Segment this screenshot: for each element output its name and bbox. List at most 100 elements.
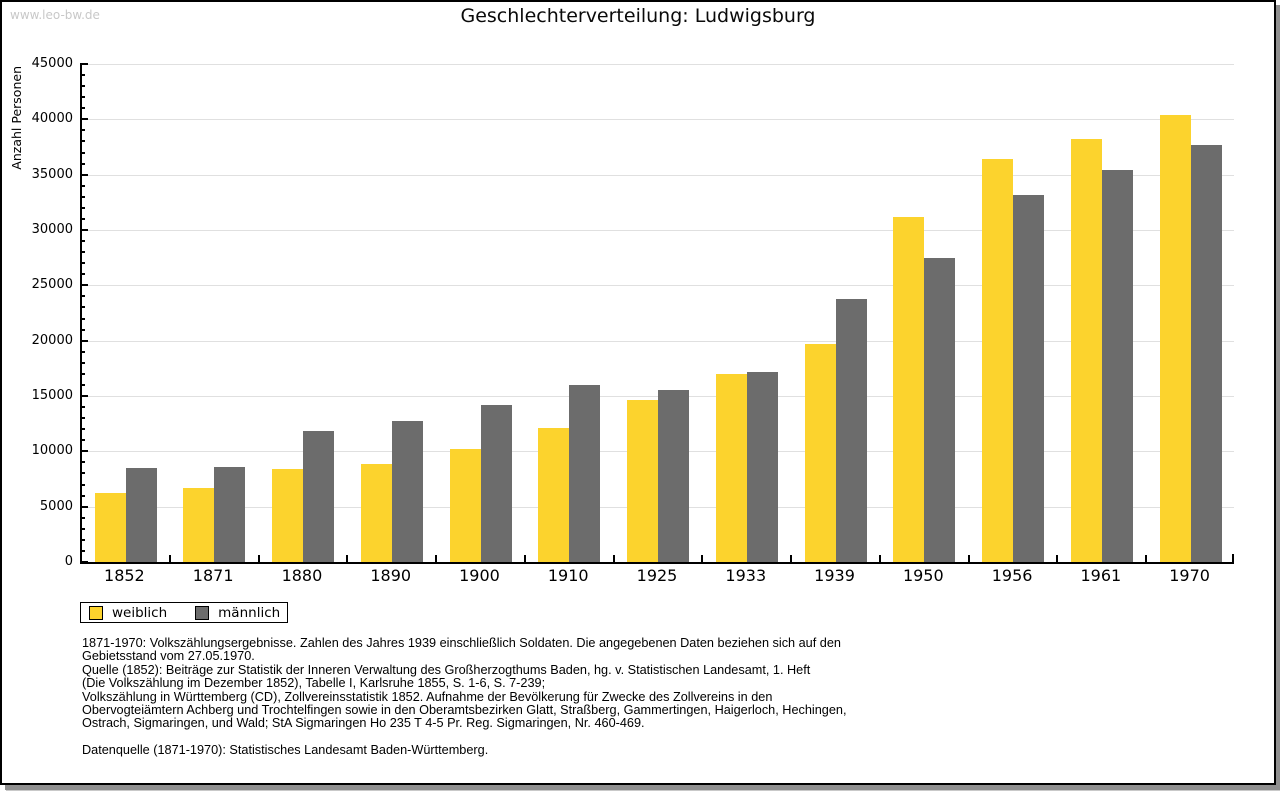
bar-weiblich-1900 — [449, 449, 481, 562]
x-tick-label-1970: 1970 — [1169, 566, 1210, 585]
y-minor-tick — [80, 538, 85, 541]
y-major-tick — [80, 450, 88, 453]
y-minor-tick — [80, 184, 85, 187]
gridline-40000 — [80, 119, 1234, 121]
y-minor-tick — [80, 439, 85, 442]
y-minor-tick — [80, 107, 85, 110]
y-minor-tick — [80, 516, 85, 519]
bar-männlich-1871 — [214, 466, 246, 562]
y-minor-tick — [80, 195, 85, 198]
x-tick-label-1852: 1852 — [104, 566, 145, 585]
y-minor-tick — [80, 162, 85, 165]
y-tick-label: 10000 — [31, 443, 73, 459]
y-minor-tick — [80, 129, 85, 132]
y-minor-tick — [80, 472, 85, 475]
y-tick-label: 30000 — [31, 222, 73, 237]
y-minor-tick — [80, 328, 85, 331]
footnote-line-4: (Die Volkszählung im Dezember 1852), Tab… — [82, 676, 546, 691]
x-boundary-tick — [612, 555, 615, 562]
x-boundary-tick — [257, 555, 260, 562]
bar-männlich-1950 — [924, 257, 956, 562]
chart-title: Geschlechterverteilung: Ludwigsburg — [460, 5, 816, 27]
x-tick-label-1910: 1910 — [547, 566, 589, 585]
y-tick-label: 0 — [64, 554, 73, 569]
bar-männlich-1890 — [391, 421, 423, 562]
y-minor-tick — [80, 406, 85, 409]
bar-männlich-1933 — [746, 371, 778, 562]
y-tick-label: 40000 — [31, 111, 73, 127]
gridline-25000 — [80, 285, 1234, 287]
x-boundary-tick — [1056, 555, 1059, 562]
legend-swatch-maennlich — [195, 605, 210, 620]
y-minor-tick — [80, 549, 85, 552]
y-minor-tick — [80, 306, 85, 309]
y-minor-tick — [80, 417, 85, 420]
y-minor-tick — [80, 262, 85, 265]
x-boundary-tick — [967, 555, 970, 562]
bar-weiblich-1970 — [1159, 114, 1191, 562]
footnote-line-7: Ostrach, Sigmaringen, und Wald; StA Sigm… — [82, 716, 645, 731]
y-minor-tick — [80, 217, 85, 220]
bar-männlich-1961 — [1101, 170, 1133, 562]
y-minor-tick — [80, 494, 85, 497]
y-minor-tick — [80, 96, 85, 99]
bar-männlich-1925 — [658, 390, 690, 562]
x-boundary-tick — [523, 555, 526, 562]
y-minor-tick — [80, 273, 85, 276]
y-axis-line — [80, 64, 82, 564]
bar-weiblich-1956 — [982, 159, 1014, 562]
y-major-tick — [80, 173, 88, 176]
legend-swatch-weiblich — [89, 605, 103, 620]
y-major-tick — [80, 339, 88, 342]
y-minor-tick — [80, 483, 85, 486]
x-boundary-tick — [878, 555, 881, 562]
y-minor-tick — [80, 428, 85, 431]
bar-weiblich-1880 — [272, 469, 304, 562]
x-boundary-tick — [435, 555, 438, 562]
footnote-line-3: Quelle (1852): Beiträge zur Statistik de… — [82, 662, 811, 677]
x-boundary-tick — [790, 555, 793, 562]
footnote-line-6: Obervogteiämtern Achberg und Trochtelfin… — [82, 702, 847, 717]
footnote-line-5: Volkszählung in Württemberg (CD), Zollve… — [82, 689, 773, 704]
y-major-tick — [80, 395, 88, 397]
bar-weiblich-1925 — [627, 400, 659, 562]
y-major-tick — [80, 63, 88, 65]
y-minor-tick — [80, 251, 85, 254]
y-minor-tick — [80, 206, 85, 209]
y-minor-tick — [80, 361, 85, 364]
x-tick-label-1890: 1890 — [370, 566, 412, 585]
x-end-tick — [1232, 554, 1234, 562]
x-tick-label-1956: 1956 — [991, 566, 1033, 585]
x-boundary-tick — [346, 555, 349, 562]
x-tick-label-1880: 1880 — [281, 566, 323, 585]
legend: weiblich männlich — [80, 602, 288, 623]
x-tick-label-1871: 1871 — [192, 566, 234, 585]
y-minor-tick — [80, 317, 85, 320]
footnotes: 1871-1970: Volkszählungsergebnisse. Zahl… — [82, 636, 847, 758]
bar-männlich-1956 — [1013, 194, 1045, 562]
bar-weiblich-1890 — [360, 463, 392, 562]
x-axis-line — [80, 562, 1234, 564]
legend-label-maennlich: männlich — [218, 604, 281, 621]
x-tick-label-1900: 1900 — [459, 566, 500, 585]
footnote-line-2: Gebietsstand vom 27.05.1970. — [82, 649, 255, 664]
gridline-45000 — [80, 64, 1234, 65]
gridline-15000 — [80, 396, 1234, 397]
y-major-tick — [80, 118, 88, 121]
y-tick-label: 45000 — [31, 56, 73, 71]
x-boundary-tick — [168, 555, 171, 562]
x-tick-label-1933: 1933 — [725, 566, 767, 585]
y-minor-tick — [80, 151, 85, 154]
bar-männlich-1852 — [125, 467, 157, 562]
bar-weiblich-1939 — [804, 343, 836, 562]
gridline-30000 — [80, 230, 1234, 231]
y-minor-tick — [80, 527, 85, 530]
bar-weiblich-1910 — [538, 428, 570, 562]
bar-weiblich-1950 — [893, 216, 925, 562]
y-minor-tick — [80, 295, 85, 298]
y-minor-tick — [80, 461, 85, 464]
y-minor-tick — [80, 74, 85, 77]
datasource-line: Datenquelle (1871-1970): Statistisches L… — [82, 743, 489, 758]
